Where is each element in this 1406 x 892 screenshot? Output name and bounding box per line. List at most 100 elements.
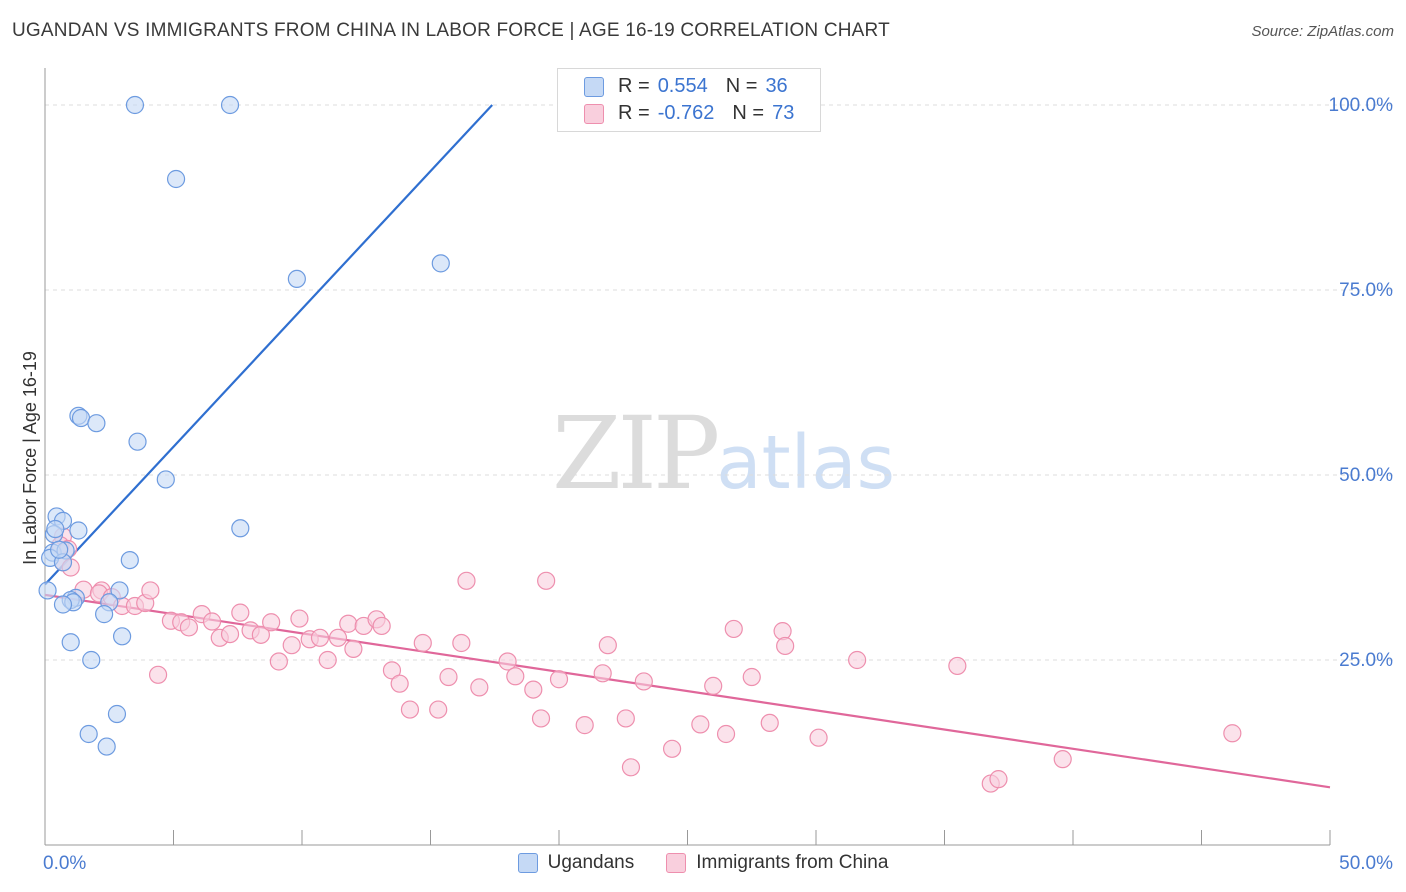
point-china: [452, 633, 471, 653]
point-china: [704, 676, 723, 696]
point-china: [339, 614, 358, 633]
point-ugandans: [95, 605, 114, 624]
trend-line-ugandans: [44, 104, 493, 586]
point-china: [593, 664, 612, 683]
x-tick-label-min: 0.0%: [43, 853, 86, 874]
data-points: [38, 95, 1242, 793]
point-china: [621, 758, 641, 777]
y-tick-label: 25.0%: [1339, 650, 1393, 671]
point-china: [231, 603, 250, 622]
point-china: [531, 709, 551, 728]
point-china: [179, 618, 199, 637]
point-ugandans: [53, 595, 73, 614]
legend-r-value: 0.554: [657, 75, 708, 97]
bottom-legend-item-china: Immigrants from China: [666, 852, 888, 874]
grid-lines: [45, 104, 1393, 661]
point-china: [251, 625, 270, 644]
legend-n-label: N =: [725, 75, 758, 97]
y-tick-label: 50.0%: [1339, 465, 1393, 486]
point-ugandans: [79, 724, 98, 744]
point-china: [400, 700, 420, 719]
point-ugandans: [156, 470, 175, 489]
point-china: [948, 656, 967, 676]
legend-n-value: 73: [772, 102, 795, 124]
point-china: [282, 636, 301, 655]
point-china: [457, 571, 476, 590]
bottom-legend-swatch-pink: [666, 853, 687, 873]
point-ugandans: [431, 254, 450, 273]
bottom-legend-label: Ugandans: [547, 852, 635, 873]
point-china: [1053, 750, 1072, 769]
point-china: [575, 716, 594, 735]
point-china: [498, 652, 517, 671]
point-china: [269, 652, 288, 671]
point-ugandans: [46, 519, 65, 539]
point-ugandans: [97, 737, 116, 756]
point-china: [220, 624, 240, 644]
point-china: [290, 609, 309, 628]
point-ugandans: [128, 432, 147, 451]
x-tick-marks: [44, 830, 1331, 845]
point-china: [470, 678, 489, 697]
point-china: [716, 724, 736, 744]
bottom-legend: Ugandans Immigrants from China: [0, 852, 1406, 874]
point-china: [413, 633, 432, 653]
point-china: [691, 715, 710, 734]
point-ugandans: [38, 581, 57, 600]
point-ugandans: [112, 627, 132, 646]
legend-n-value: 36: [765, 75, 788, 97]
point-china: [141, 581, 160, 600]
point-ugandans: [61, 633, 80, 652]
point-china: [429, 700, 448, 719]
point-china: [742, 667, 761, 687]
point-ugandans: [82, 650, 101, 670]
point-china: [372, 616, 391, 636]
y-tick-label: 100.0%: [1329, 95, 1394, 116]
point-china: [1223, 724, 1242, 743]
point-china: [634, 672, 653, 691]
point-china: [598, 636, 617, 655]
point-ugandans: [87, 414, 106, 433]
point-ugandans: [231, 519, 250, 538]
point-china: [328, 628, 348, 647]
point-china: [310, 628, 330, 647]
point-china: [989, 770, 1008, 789]
point-china: [318, 650, 337, 670]
legend-row-china: R = -0.762 N = 73: [584, 102, 794, 125]
point-china: [809, 728, 828, 747]
point-china: [506, 667, 525, 686]
legend-r-value: -0.762: [657, 102, 715, 124]
point-china: [524, 680, 543, 699]
point-china: [616, 709, 635, 728]
point-ugandans: [220, 95, 240, 115]
watermark-zip: ZIP: [552, 395, 720, 512]
legend-stats: R = 0.554 N = 36 R = -0.762 N = 73: [557, 68, 821, 132]
point-ugandans: [50, 540, 69, 559]
point-china: [344, 639, 363, 659]
legend-r-label: R =: [618, 75, 650, 97]
point-ugandans: [120, 550, 139, 570]
y-tick-labels: 25.0% 50.0% 75.0% 100.0%: [1329, 95, 1394, 671]
point-ugandans: [166, 169, 186, 189]
bottom-legend-item-ugandans: Ugandans: [517, 852, 635, 874]
point-ugandans: [107, 704, 127, 724]
watermark: ZIPatlas: [552, 395, 895, 512]
source-credit: Source: ZipAtlas.com: [1251, 23, 1394, 40]
watermark-atlas: atlas: [716, 420, 896, 506]
point-ugandans: [110, 581, 129, 600]
y-axis-label: In Labor Force | Age 16-19: [20, 351, 40, 565]
point-china: [439, 667, 458, 687]
x-tick-label-max: 50.0%: [1339, 853, 1393, 874]
point-china: [148, 665, 168, 684]
point-china: [549, 670, 569, 689]
point-china: [202, 612, 222, 631]
trend-line-china: [44, 593, 1331, 789]
point-ugandans: [125, 95, 145, 115]
point-china: [848, 650, 867, 670]
point-ugandans: [287, 269, 306, 288]
point-china: [662, 739, 682, 758]
point-china: [724, 619, 743, 639]
point-ugandans: [71, 408, 91, 428]
point-ugandans: [69, 521, 88, 540]
